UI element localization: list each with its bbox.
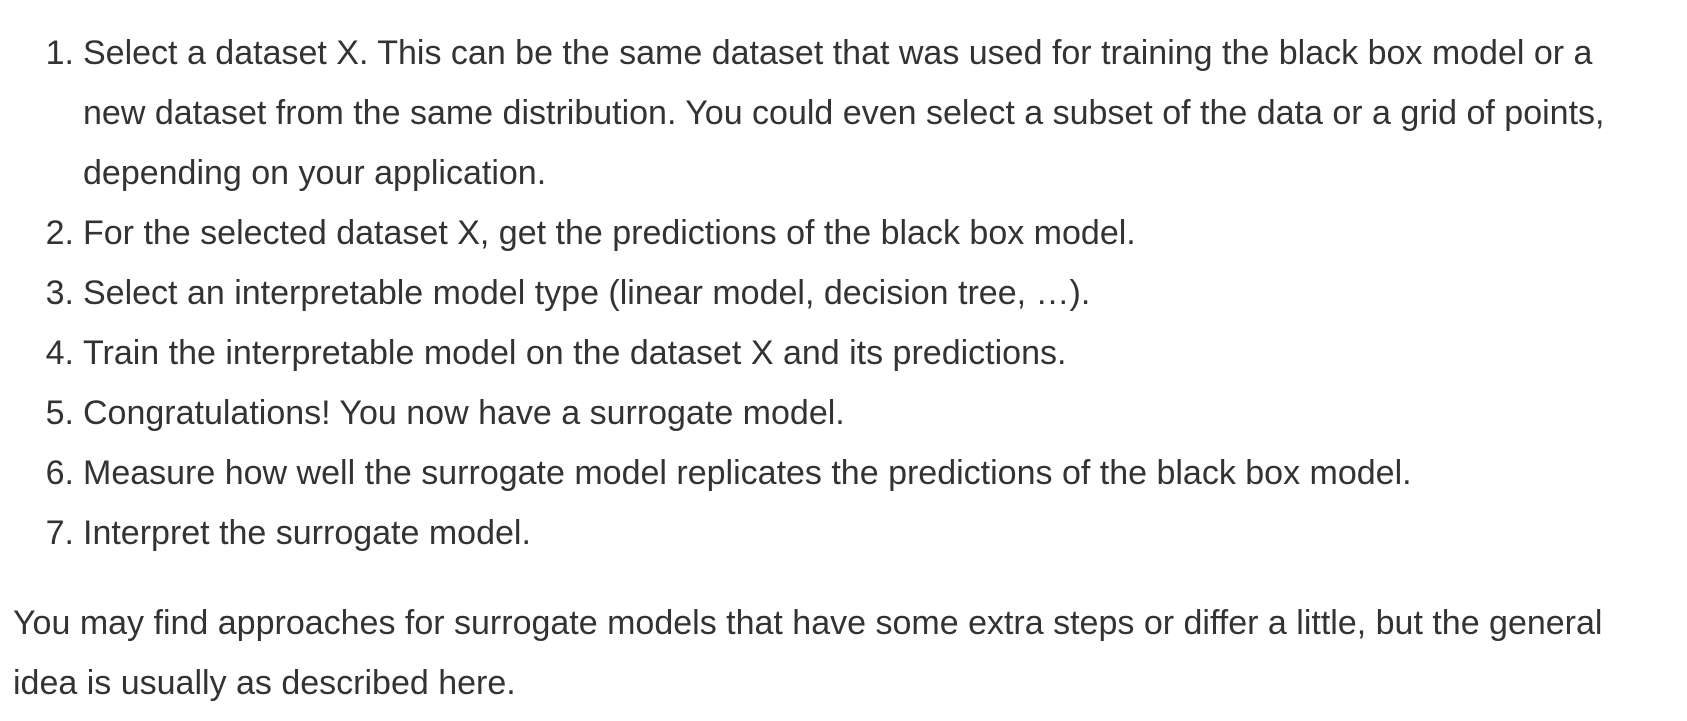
- list-item: 7. Interpret the surrogate model.: [0, 503, 1687, 563]
- list-item: 2. For the selected dataset X, get the p…: [0, 203, 1687, 263]
- list-item: 6. Measure how well the surrogate model …: [0, 443, 1687, 503]
- list-item-number: 7.: [45, 514, 74, 552]
- list-item: 3. Select an interpretable model type (l…: [0, 263, 1687, 323]
- list-item: 1. Select a dataset X. This can be the s…: [0, 23, 1687, 203]
- list-item-number: 3.: [45, 274, 74, 312]
- list-item-text: Interpret the surrogate model.: [83, 514, 531, 552]
- list-item-text: Select a dataset X. This can be the same…: [83, 34, 1605, 192]
- list-item-number: 6.: [45, 454, 74, 492]
- list-item-number: 2.: [45, 214, 74, 252]
- list-item: 4. Train the interpretable model on the …: [0, 323, 1687, 383]
- list-item-text: For the selected dataset X, get the pred…: [83, 214, 1136, 252]
- numbered-step-list: 1. Select a dataset X. This can be the s…: [0, 23, 1687, 563]
- list-item-text: Select an interpretable model type (line…: [83, 274, 1091, 312]
- list-item: 5. Congratulations! You now have a surro…: [0, 383, 1687, 443]
- list-item-number: 1.: [45, 34, 74, 72]
- summary-paragraph: You may find approaches for surrogate mo…: [13, 604, 1603, 702]
- list-item-text: Measure how well the surrogate model rep…: [83, 454, 1412, 492]
- list-item-text: Congratulations! You now have a surrogat…: [83, 394, 845, 432]
- list-item-number: 4.: [45, 334, 74, 372]
- list-item-text: Train the interpretable model on the dat…: [83, 334, 1067, 372]
- list-item-number: 5.: [45, 394, 74, 432]
